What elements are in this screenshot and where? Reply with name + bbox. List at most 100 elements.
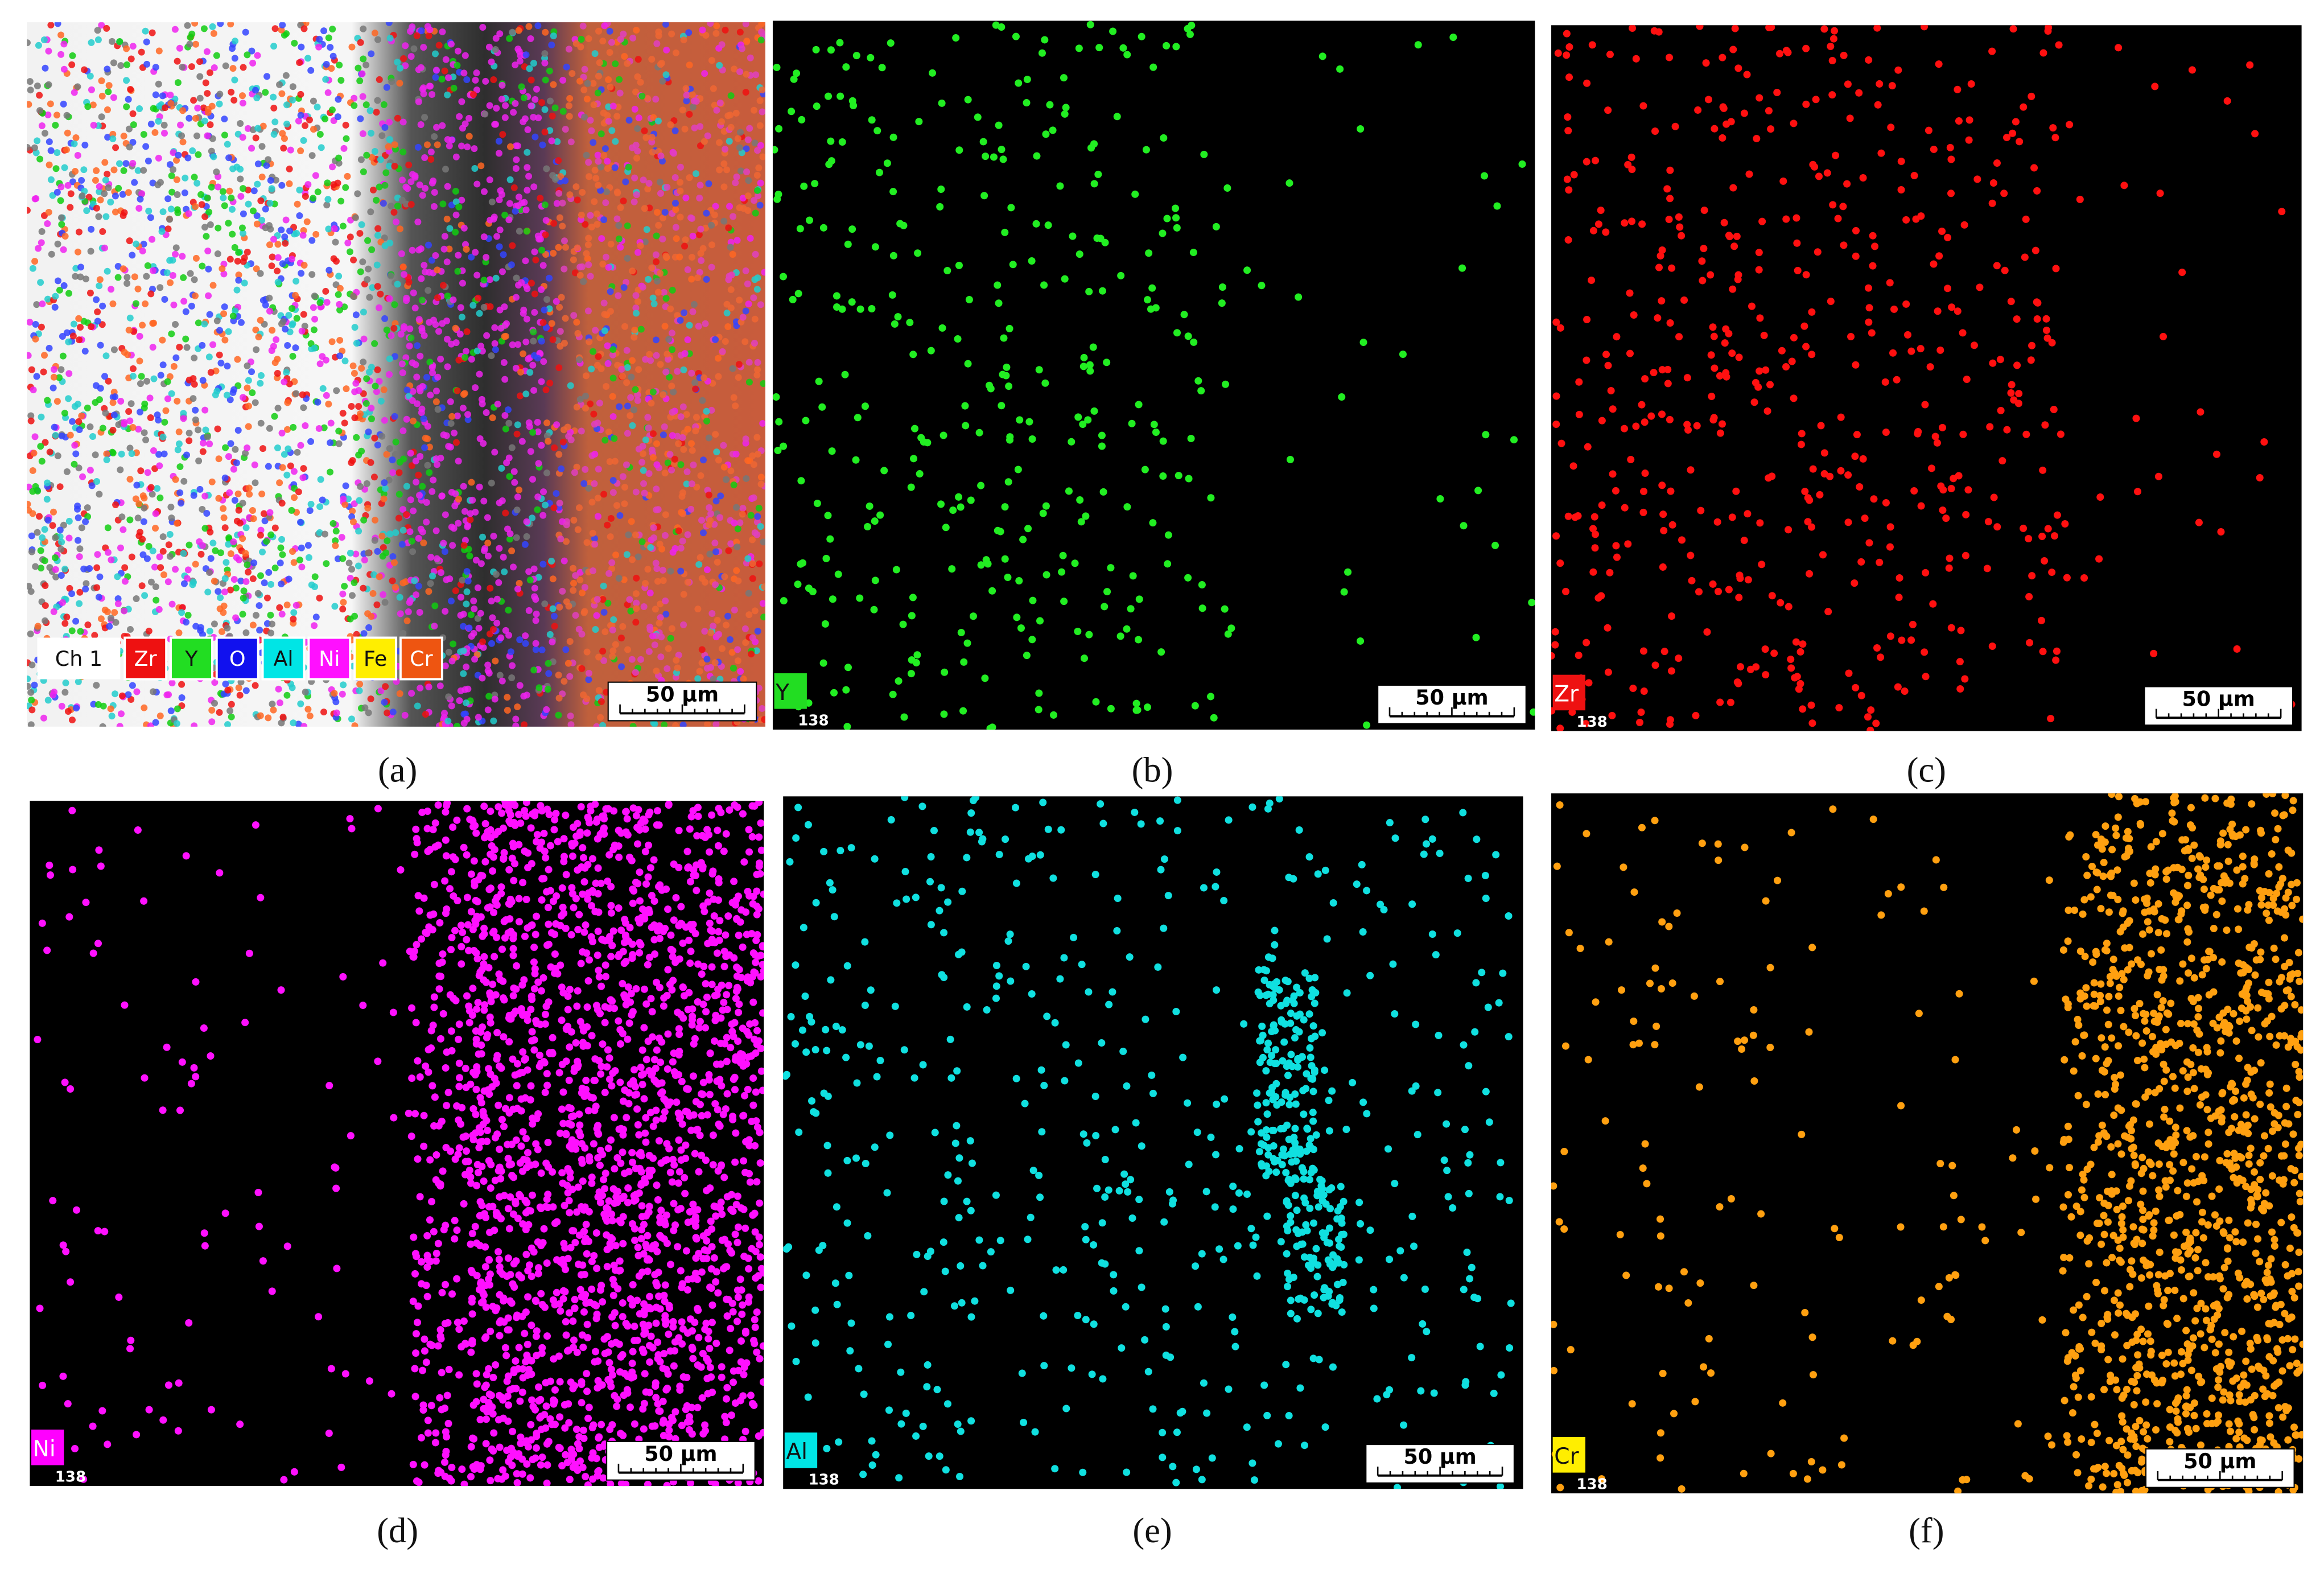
dot — [1076, 250, 1083, 258]
dot — [1569, 462, 1577, 470]
dot — [1087, 144, 1095, 152]
dot — [708, 57, 715, 64]
dot — [179, 138, 187, 146]
dot — [668, 330, 675, 337]
dot — [680, 446, 687, 453]
dot — [76, 545, 84, 553]
dot — [1149, 519, 1157, 527]
dot — [456, 113, 463, 120]
dot — [477, 610, 484, 617]
dot — [2066, 121, 2074, 129]
dot — [739, 505, 747, 512]
dot — [484, 514, 491, 521]
dot — [228, 205, 236, 213]
dot — [460, 710, 468, 718]
dot — [617, 244, 624, 251]
dot — [294, 200, 301, 208]
dot — [1150, 421, 1158, 429]
dot — [235, 506, 242, 514]
dot — [65, 370, 73, 377]
dot — [27, 319, 34, 326]
dot — [689, 308, 697, 315]
dot — [673, 657, 680, 664]
dot — [285, 445, 292, 452]
dot — [488, 479, 495, 487]
dot — [249, 621, 257, 629]
dot — [336, 352, 344, 360]
dot — [620, 284, 628, 291]
dot — [290, 559, 298, 566]
dot — [677, 163, 684, 171]
dot — [751, 315, 759, 323]
dot — [940, 431, 947, 439]
dot — [446, 245, 453, 253]
dot — [501, 568, 508, 575]
dot — [419, 382, 426, 390]
dot — [534, 493, 542, 501]
dot — [409, 548, 417, 555]
dot — [697, 225, 704, 233]
dot — [653, 485, 660, 493]
dot — [71, 442, 79, 449]
dot — [116, 38, 123, 45]
dot — [515, 282, 522, 289]
dot — [597, 163, 604, 171]
dot — [1897, 157, 1905, 166]
dot — [240, 229, 247, 237]
dot — [591, 166, 599, 174]
dot — [617, 35, 624, 43]
dot — [718, 118, 725, 125]
dot — [1989, 359, 1997, 367]
dot — [566, 95, 574, 102]
dot — [1172, 43, 1180, 51]
dot — [242, 687, 250, 694]
dot — [164, 225, 172, 233]
dot — [961, 402, 969, 410]
dot — [477, 343, 485, 350]
dot — [753, 434, 761, 441]
dot — [1939, 506, 1947, 514]
dot — [216, 709, 223, 716]
dot — [1626, 289, 1634, 297]
dot — [38, 239, 45, 246]
dot — [1902, 300, 1910, 308]
dot — [657, 61, 664, 68]
dot — [145, 157, 152, 164]
dot — [308, 152, 316, 159]
dot — [336, 300, 343, 308]
dot — [528, 102, 535, 110]
dot — [434, 266, 441, 274]
dot — [374, 232, 382, 239]
dot — [1938, 423, 1947, 431]
dot — [471, 165, 479, 172]
dot — [381, 417, 388, 424]
dot — [112, 619, 120, 626]
dot — [355, 387, 362, 394]
dot — [1804, 518, 1812, 526]
dot — [662, 22, 669, 28]
dot — [436, 682, 444, 690]
dot — [600, 491, 608, 498]
dot — [1175, 472, 1182, 480]
dot — [192, 40, 200, 48]
dot — [774, 447, 782, 455]
dot — [689, 104, 697, 111]
dot — [126, 516, 134, 524]
dot — [172, 250, 179, 258]
dot — [654, 578, 661, 585]
dot — [837, 92, 844, 100]
dot — [1060, 598, 1068, 606]
dot — [27, 500, 31, 508]
dot — [558, 294, 565, 301]
dot — [139, 322, 146, 329]
dot — [360, 630, 368, 637]
dot — [426, 469, 433, 476]
dot — [390, 559, 398, 566]
dot — [267, 225, 274, 233]
dot — [1336, 65, 1344, 73]
dot — [82, 586, 89, 593]
dot — [794, 290, 802, 298]
dot — [431, 133, 438, 140]
dot — [1828, 91, 1836, 99]
dot — [380, 200, 387, 207]
